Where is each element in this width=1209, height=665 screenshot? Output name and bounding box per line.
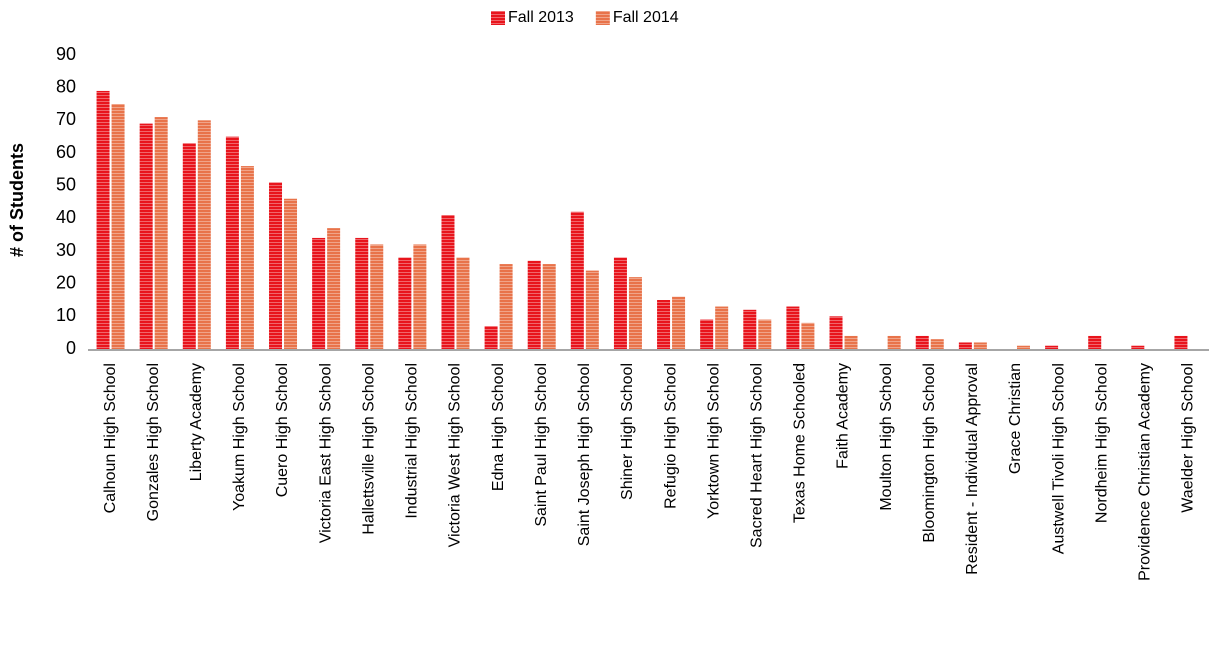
y-tick-label: 0 — [66, 338, 76, 358]
x-tick-label: Industrial High School — [404, 363, 421, 519]
x-tick-label: Saint Joseph High School — [576, 363, 593, 546]
bar — [570, 211, 584, 349]
x-tick-label: Grace Christian — [1007, 363, 1024, 474]
y-tick-label: 80 — [56, 76, 76, 96]
bar — [370, 244, 384, 349]
bar — [154, 117, 168, 349]
bar — [1016, 345, 1030, 349]
bar — [930, 339, 944, 349]
bar — [327, 228, 341, 349]
bar — [844, 335, 858, 349]
bar — [225, 136, 239, 349]
bar — [743, 309, 757, 349]
bar — [657, 300, 671, 349]
x-tick-label: Edna High School — [490, 363, 507, 491]
bar — [441, 215, 455, 349]
x-tick-label: Saint Paul High School — [533, 363, 550, 527]
bar — [96, 90, 110, 349]
x-tick-label: Calhoun High School — [102, 363, 119, 513]
bar — [355, 237, 369, 349]
legend-swatch — [595, 11, 610, 25]
bar — [456, 257, 470, 349]
bar — [672, 296, 686, 349]
x-tick-label: Sacred Heart High School — [749, 363, 766, 548]
bar — [829, 316, 843, 349]
bar — [312, 237, 326, 349]
x-tick-label: Nordheim High School — [1093, 363, 1110, 523]
x-tick-label: Refugio High School — [662, 363, 679, 509]
bar — [182, 143, 196, 349]
x-tick-label: Resident - Individual Approval — [964, 363, 981, 575]
y-tick-label: 90 — [56, 44, 76, 64]
x-tick-label: Bloomington High School — [921, 363, 938, 543]
bar — [958, 342, 972, 349]
x-tick-label: Victoria East High School — [317, 363, 334, 543]
x-tick-label: Victoria West High School — [447, 363, 464, 547]
x-tick-label: Hallettsville High School — [360, 363, 377, 535]
x-tick-label: Gonzales High School — [145, 363, 162, 521]
bar — [1174, 335, 1188, 349]
bar — [284, 198, 298, 349]
bar — [398, 257, 412, 349]
bar — [1088, 335, 1102, 349]
bar — [628, 277, 642, 349]
bar — [269, 182, 283, 349]
bar — [111, 104, 125, 349]
bar — [887, 335, 901, 349]
x-tick-label: Providence Christian Academy — [1137, 363, 1154, 581]
y-axis-label: # of Students — [7, 143, 27, 257]
bar — [499, 264, 513, 349]
bar — [240, 166, 254, 349]
bar — [801, 322, 815, 349]
bar — [527, 260, 541, 349]
bar — [139, 123, 153, 349]
bar — [197, 120, 211, 349]
bar — [973, 342, 987, 349]
y-tick-label: 40 — [56, 207, 76, 227]
legend-label: Fall 2013 — [508, 9, 574, 26]
bar — [1045, 345, 1059, 349]
x-tick-label: Yoakum High School — [231, 363, 248, 511]
bar — [484, 326, 498, 349]
legend-label: Fall 2014 — [613, 9, 679, 26]
y-tick-label: 50 — [56, 174, 76, 194]
y-tick-label: 60 — [56, 142, 76, 162]
x-tick-label: Waelder High School — [1180, 363, 1197, 513]
x-tick-label: Liberty Academy — [188, 363, 205, 481]
bar — [1131, 345, 1145, 349]
x-tick-label: Texas Home Schooled — [792, 363, 809, 523]
y-tick-label: 20 — [56, 272, 76, 292]
bar — [585, 270, 599, 349]
bar — [413, 244, 427, 349]
x-tick-label: Moulton High School — [878, 363, 895, 511]
x-tick-label: Faith Academy — [835, 363, 852, 469]
bar — [715, 306, 729, 349]
bar — [542, 264, 556, 349]
bar — [758, 319, 772, 349]
bar — [700, 319, 714, 349]
x-tick-label: Austwell Tivoli High School — [1050, 363, 1067, 554]
x-tick-label: Shiner High School — [619, 363, 636, 500]
legend-swatch — [491, 11, 505, 25]
bar — [915, 335, 929, 349]
bar — [786, 306, 800, 349]
x-tick-label: Yorktown High School — [705, 363, 722, 519]
bar — [613, 257, 627, 349]
y-tick-label: 30 — [56, 240, 76, 260]
y-tick-label: 70 — [56, 109, 76, 129]
x-tick-label: Cuero High School — [274, 363, 291, 497]
y-tick-label: 10 — [56, 305, 76, 325]
